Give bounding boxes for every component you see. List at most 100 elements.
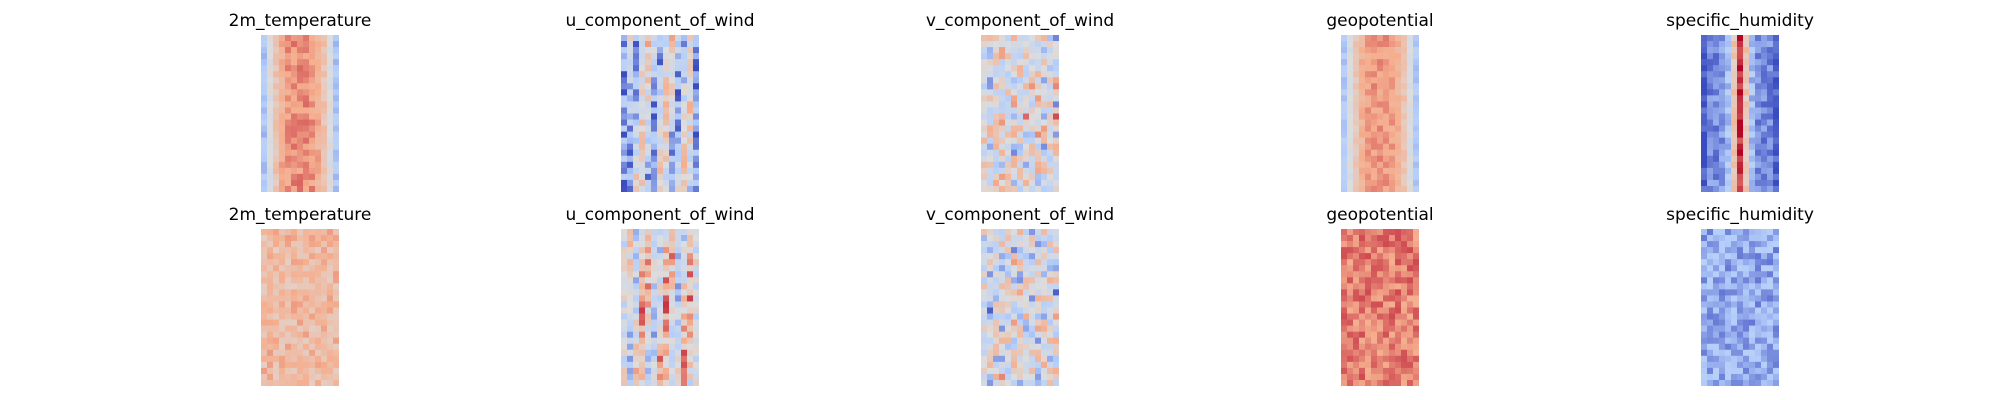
heatmap-cell bbox=[1773, 343, 1779, 351]
heatmap-cell bbox=[1023, 161, 1030, 169]
heatmap-cell bbox=[681, 265, 688, 272]
heatmap-cell bbox=[1389, 185, 1396, 192]
heatmap-cell bbox=[681, 313, 688, 320]
heatmap-cell bbox=[1347, 331, 1354, 338]
heatmap-cell bbox=[633, 241, 640, 248]
heatmap-cell bbox=[279, 301, 286, 308]
heatmap-cell bbox=[333, 35, 339, 42]
heatmap-cell bbox=[1773, 325, 1779, 332]
heatmap-cell bbox=[645, 77, 652, 84]
heatmap-cell bbox=[1725, 143, 1732, 151]
heatmap-cell bbox=[1719, 307, 1726, 314]
panel-r1-c4: geopotential bbox=[1280, 10, 1480, 192]
heatmap-cell bbox=[1395, 229, 1402, 236]
heatmap-cell bbox=[261, 373, 268, 381]
heatmap-cell bbox=[279, 295, 286, 302]
heatmap-cell bbox=[1725, 295, 1732, 302]
heatmap-cell bbox=[621, 77, 628, 84]
heatmap-cell bbox=[651, 185, 658, 192]
heatmap-cell bbox=[693, 185, 699, 192]
heatmap-cell bbox=[1389, 355, 1396, 363]
heatmap-cell bbox=[1731, 229, 1738, 236]
heatmap-cell bbox=[1359, 95, 1366, 102]
heatmap-cell bbox=[1713, 125, 1720, 132]
heatmap-cell bbox=[639, 361, 646, 369]
heatmap-cell bbox=[633, 119, 640, 126]
heatmap-cell bbox=[1383, 59, 1390, 66]
heatmap-cell bbox=[1737, 337, 1744, 345]
heatmap-cell bbox=[1713, 83, 1720, 90]
heatmap-cell bbox=[651, 137, 658, 144]
heatmap-cell bbox=[315, 307, 322, 314]
heatmap-cell bbox=[261, 179, 268, 187]
heatmap-cell bbox=[1017, 107, 1024, 114]
heatmap-cell bbox=[1749, 101, 1756, 108]
heatmap-cell bbox=[1383, 101, 1390, 108]
heatmap-cell bbox=[321, 241, 328, 248]
heatmap-cell bbox=[645, 313, 652, 320]
heatmap-cell bbox=[1383, 83, 1390, 90]
heatmap-cell bbox=[1053, 71, 1059, 78]
heatmap-cell bbox=[639, 277, 646, 284]
heatmap-cell bbox=[267, 313, 274, 320]
heatmap-cell bbox=[1377, 59, 1384, 66]
heatmap-cell bbox=[1365, 77, 1372, 84]
heatmap-cell bbox=[1353, 229, 1360, 236]
heatmap-cell bbox=[1035, 325, 1042, 332]
heatmap-cell bbox=[1755, 155, 1762, 163]
heatmap-cell bbox=[1347, 235, 1354, 242]
heatmap-cell bbox=[1017, 113, 1024, 120]
heatmap-cell bbox=[1011, 155, 1018, 163]
heatmap-cell bbox=[1731, 89, 1738, 96]
heatmap-cell bbox=[1773, 101, 1779, 108]
heatmap-cell bbox=[663, 83, 670, 90]
heatmap-cell bbox=[1749, 379, 1756, 386]
heatmap-cell bbox=[279, 349, 286, 357]
heatmap-cell bbox=[309, 41, 316, 48]
heatmap-cell bbox=[1767, 149, 1774, 157]
heatmap-cell bbox=[1407, 113, 1414, 120]
heatmap-cell bbox=[1017, 241, 1024, 248]
heatmap-cell bbox=[987, 325, 994, 332]
heatmap-cell bbox=[1029, 277, 1036, 284]
heatmap-cell bbox=[285, 65, 292, 72]
heatmap-cell bbox=[657, 137, 664, 144]
heatmap-cell bbox=[1383, 143, 1390, 151]
heatmap-cell bbox=[1773, 59, 1779, 66]
heatmap-cell bbox=[1341, 319, 1348, 326]
heatmap-cell bbox=[687, 107, 694, 114]
heatmap-cell bbox=[675, 119, 682, 126]
heatmap-cell bbox=[261, 271, 268, 278]
heatmap-cell bbox=[1389, 235, 1396, 242]
heatmap-cell bbox=[1041, 265, 1048, 272]
heatmap-cell bbox=[1737, 77, 1744, 84]
heatmap-cell bbox=[1761, 373, 1768, 381]
heatmap-cell bbox=[999, 373, 1006, 381]
heatmap-cell bbox=[1041, 125, 1048, 132]
heatmap-cell bbox=[297, 331, 304, 338]
heatmap-cell bbox=[1725, 259, 1732, 266]
heatmap-cell bbox=[285, 325, 292, 332]
heatmap-cell bbox=[309, 259, 316, 266]
heatmap-cell bbox=[327, 77, 334, 84]
heatmap-cell bbox=[987, 143, 994, 151]
heatmap-cell bbox=[633, 361, 640, 369]
heatmap-cell bbox=[1725, 101, 1732, 108]
heatmap-cell bbox=[273, 89, 280, 96]
heatmap-cell bbox=[279, 41, 286, 48]
heatmap-cell bbox=[1341, 277, 1348, 284]
heatmap-cell bbox=[1359, 379, 1366, 386]
heatmap-cell bbox=[315, 125, 322, 132]
heatmap-cell bbox=[1341, 35, 1348, 42]
heatmap-cell bbox=[993, 149, 1000, 157]
heatmap-cell bbox=[1005, 253, 1012, 260]
heatmap-cell bbox=[1395, 241, 1402, 248]
heatmap-cell bbox=[1773, 155, 1779, 163]
heatmap-cell bbox=[693, 289, 699, 296]
heatmap-cell bbox=[1047, 83, 1054, 90]
heatmap-cell bbox=[291, 83, 298, 90]
heatmap-cell bbox=[1737, 259, 1744, 266]
heatmap-cell bbox=[687, 319, 694, 326]
heatmap-cell bbox=[639, 265, 646, 272]
heatmap-cell bbox=[1719, 65, 1726, 72]
